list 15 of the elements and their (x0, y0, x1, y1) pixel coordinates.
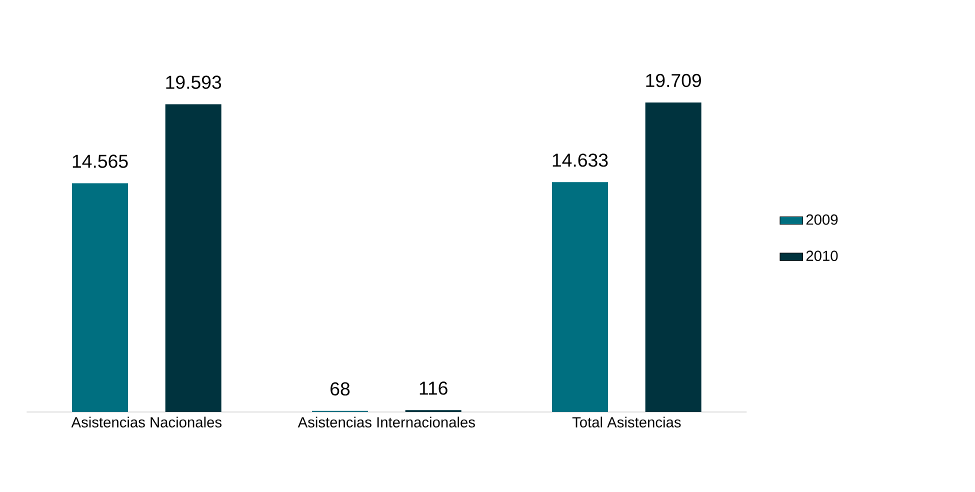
legend-label: 2010 (806, 250, 838, 262)
legend-label: 2009 (806, 214, 838, 225)
bar (552, 182, 608, 412)
bar (165, 104, 222, 412)
x-tick-label: Asistencias Nacionales (71, 416, 222, 428)
data-label: 14.565 (72, 154, 128, 168)
data-label: 19.593 (166, 76, 222, 89)
data-label: 116 (420, 382, 448, 395)
x-tick-label: Asistencias Internacionales (298, 416, 475, 428)
x-tick-label: Total Asistencias (572, 416, 681, 428)
data-label: 14.633 (552, 154, 608, 167)
data-label: 19.709 (646, 74, 701, 88)
bar (72, 183, 128, 412)
bar (645, 102, 702, 412)
data-label: 68 (330, 382, 350, 396)
